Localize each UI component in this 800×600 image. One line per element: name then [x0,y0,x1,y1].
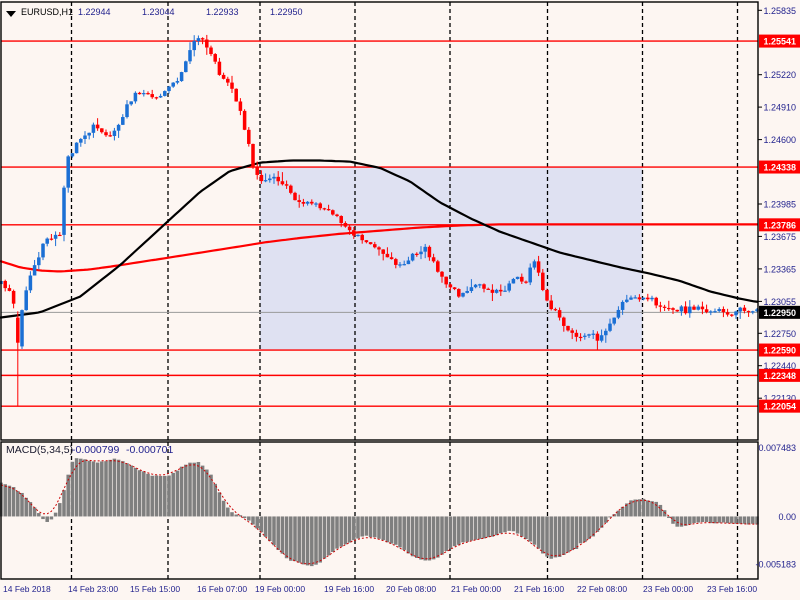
svg-text:1.23365: 1.23365 [763,264,796,274]
svg-text:1.25835: 1.25835 [763,6,796,16]
svg-text:1.24338: 1.24338 [763,163,796,173]
svg-text:15 Feb 15:00: 15 Feb 15:00 [130,584,180,594]
svg-text:21 Feb 00:00: 21 Feb 00:00 [451,584,501,594]
svg-text:1.25220: 1.25220 [763,70,796,80]
svg-text:19 Feb 00:00: 19 Feb 00:00 [255,584,305,594]
svg-text:1.22950: 1.22950 [270,7,303,17]
svg-text:-0.005183: -0.005183 [755,560,796,570]
svg-text:0.00: 0.00 [778,512,796,522]
svg-text:1.23044: 1.23044 [142,7,175,17]
svg-text:1.25541: 1.25541 [763,37,796,47]
svg-text:1.24600: 1.24600 [763,135,796,145]
svg-text:1.22054: 1.22054 [763,402,796,412]
svg-text:0.007483: 0.007483 [758,443,796,453]
svg-text:1.22750: 1.22750 [763,329,796,339]
svg-text:1.23985: 1.23985 [763,199,796,209]
svg-text:19 Feb 16:00: 19 Feb 16:00 [324,584,374,594]
svg-text:1.23055: 1.23055 [763,297,796,307]
svg-text:1.22933: 1.22933 [206,7,239,17]
svg-text:1.22590: 1.22590 [763,346,796,356]
svg-text:-0.000701: -0.000701 [126,444,173,456]
svg-text:1.22950: 1.22950 [763,308,796,318]
svg-text:23 Feb 16:00: 23 Feb 16:00 [707,584,757,594]
svg-text:20 Feb 08:00: 20 Feb 08:00 [386,584,436,594]
svg-text:14 Feb 23:00: 14 Feb 23:00 [68,584,118,594]
svg-text:22 Feb 08:00: 22 Feb 08:00 [577,584,627,594]
svg-text:-0.000799: -0.000799 [72,444,119,456]
svg-text:23 Feb 00:00: 23 Feb 00:00 [643,584,693,594]
svg-text:1.22348: 1.22348 [763,371,796,381]
svg-text:21 Feb 16:00: 21 Feb 16:00 [514,584,564,594]
svg-text:MACD(5,34,5): MACD(5,34,5) [6,444,73,456]
svg-text:EURUSD,H1: EURUSD,H1 [21,7,73,17]
svg-text:16 Feb 07:00: 16 Feb 07:00 [197,584,247,594]
svg-text:1.24910: 1.24910 [763,103,796,113]
svg-text:1.23786: 1.23786 [763,220,796,230]
svg-text:14 Feb 2018: 14 Feb 2018 [3,584,51,594]
svg-text:1.22944: 1.22944 [78,7,111,17]
svg-text:1.23675: 1.23675 [763,232,796,242]
